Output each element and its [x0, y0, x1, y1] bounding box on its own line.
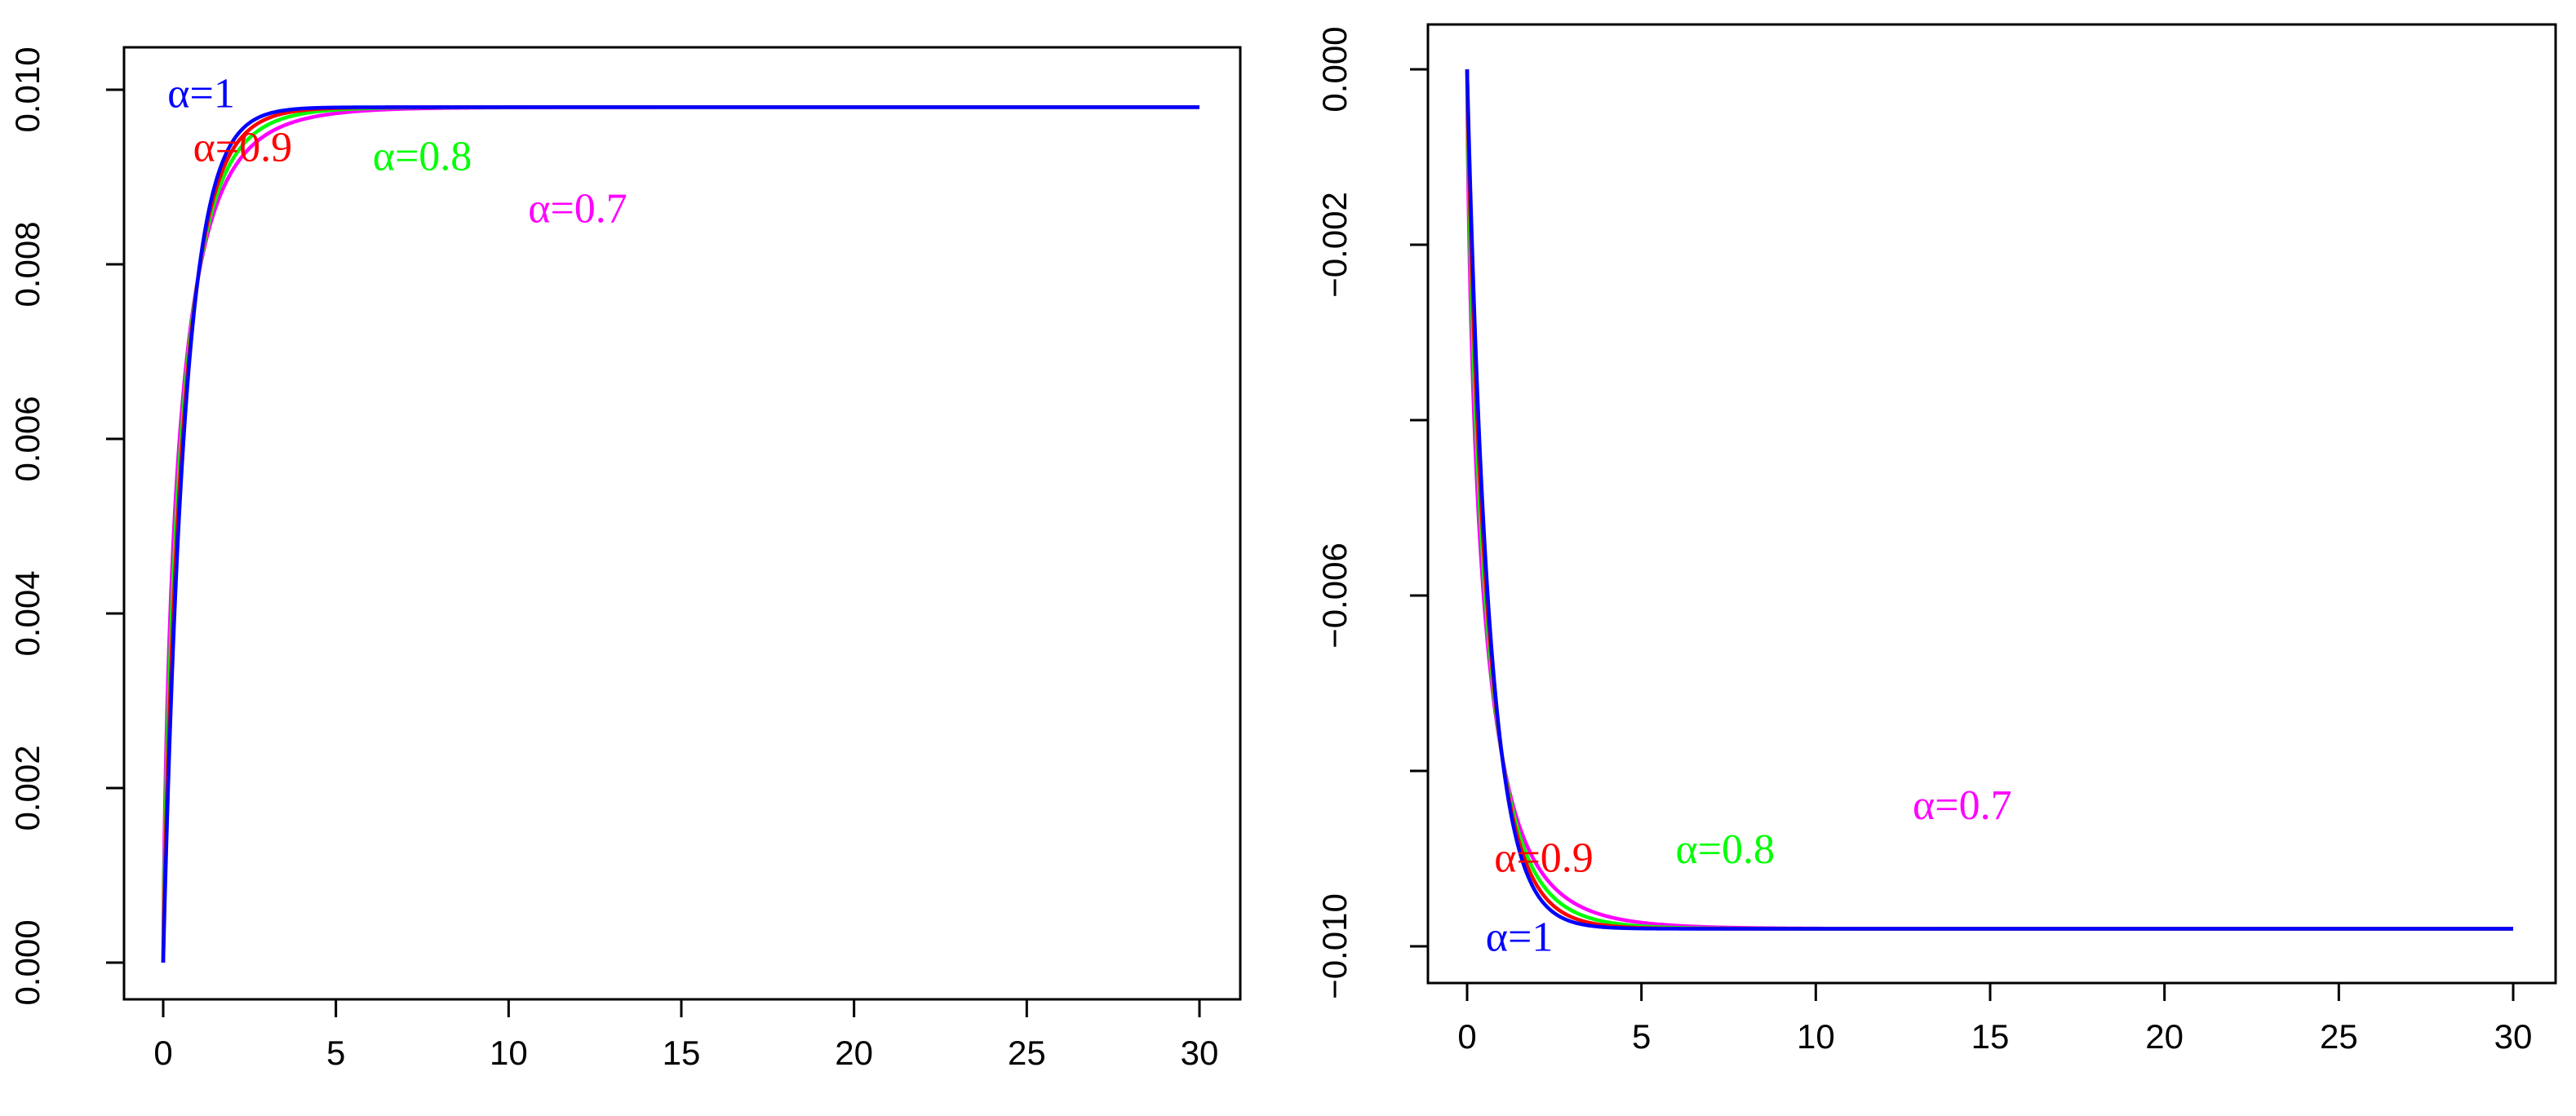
x-tick-label: 5	[1632, 1017, 1651, 1056]
y-tick-label: 0.006	[8, 396, 47, 481]
series-label-alpha-1: α=1	[167, 70, 235, 117]
y-tick-label: 0.000	[1315, 26, 1354, 112]
y-tick-label: 0.004	[8, 570, 47, 656]
x-tick-label: 20	[2145, 1017, 2184, 1056]
x-tick-label: 15	[663, 1034, 701, 1072]
x-tick-label: 30	[1181, 1034, 1219, 1072]
series-label-alpha-0-9: α=0.9	[1494, 835, 1594, 882]
series-line-alpha-1	[161, 105, 1199, 965]
series-label-alpha-0-8: α=0.8	[373, 133, 472, 179]
y-tick-label: 0.010	[8, 46, 47, 132]
x-tick-label: 20	[835, 1034, 873, 1072]
y-tick-label: 0.008	[8, 221, 47, 307]
x-tick-label: 10	[490, 1034, 528, 1072]
plot-frame	[1426, 23, 2557, 985]
series-group	[1465, 67, 2513, 931]
series-label-alpha-0-8: α=0.8	[1675, 826, 1775, 873]
x-tick-label: 25	[2320, 1017, 2358, 1056]
x-tick-label: 30	[2494, 1017, 2533, 1056]
chart-right-panel: 0 5 10 15 20 25 30 0.000 −0.002 −0.006 −0.010 α=1 α=…	[1315, 23, 2557, 1056]
series-label-alpha-0-7: α=0.7	[1913, 782, 2012, 829]
series-label-alpha-0-7: α=0.7	[528, 186, 627, 232]
x-tick-label: 0	[153, 1034, 172, 1072]
x-tick-label: 15	[1971, 1017, 2010, 1056]
series-label-alpha-0-9: α=0.9	[193, 125, 293, 171]
y-tick-label: −0.010	[1315, 893, 1354, 999]
x-tick-label: 0	[1457, 1017, 1476, 1056]
y-tick-label: −0.006	[1315, 542, 1354, 649]
chart-left-panel: 0 5 10 15 20 25 30 0.000 0.002 0.004 0.006 0.008 0.0…	[8, 46, 1242, 1072]
y-tick-label: 0.002	[8, 745, 47, 830]
series-label-alpha-1: α=1	[1486, 914, 1554, 960]
x-tick-label: 5	[326, 1034, 345, 1072]
x-tick-label: 10	[1797, 1017, 1835, 1056]
series-group	[161, 105, 1199, 965]
y-tick-label: 0.000	[8, 919, 47, 1005]
series-line-alpha-1	[1465, 67, 2513, 931]
y-tick-label: −0.002	[1315, 192, 1354, 298]
x-tick-label: 25	[1008, 1034, 1046, 1072]
